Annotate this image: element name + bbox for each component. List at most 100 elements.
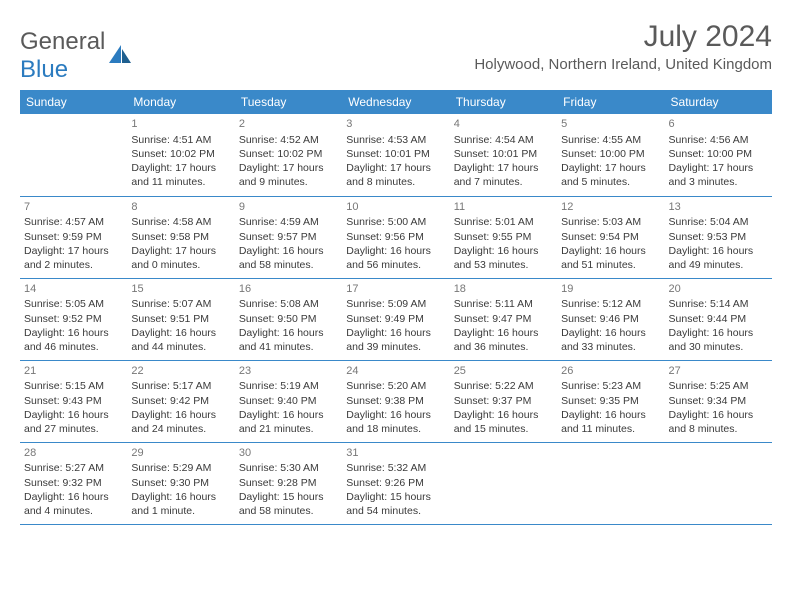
daylight-line: Daylight: 16 hours and 1 minute. — [131, 490, 230, 518]
daylight-line: Daylight: 16 hours and 56 minutes. — [346, 244, 445, 272]
calendar-table: SundayMondayTuesdayWednesdayThursdayFrid… — [20, 90, 772, 525]
daylight-line: Daylight: 17 hours and 5 minutes. — [561, 161, 660, 189]
sunrise-line: Sunrise: 5:27 AM — [24, 461, 123, 475]
sunrise-line: Sunrise: 5:25 AM — [669, 379, 768, 393]
calendar-day-cell: 7Sunrise: 4:57 AMSunset: 9:59 PMDaylight… — [20, 196, 127, 278]
daylight-line: Daylight: 16 hours and 18 minutes. — [346, 408, 445, 436]
sunrise-line: Sunrise: 5:17 AM — [131, 379, 230, 393]
calendar-week-row: 1Sunrise: 4:51 AMSunset: 10:02 PMDayligh… — [20, 114, 772, 196]
calendar-day-cell: 5Sunrise: 4:55 AMSunset: 10:00 PMDayligh… — [557, 114, 664, 196]
sunrise-line: Sunrise: 5:20 AM — [346, 379, 445, 393]
day-number: 6 — [669, 117, 768, 132]
daylight-line: Daylight: 16 hours and 58 minutes. — [239, 244, 338, 272]
calendar-day-cell — [20, 114, 127, 196]
day-number: 12 — [561, 200, 660, 215]
sunrise-line: Sunrise: 5:03 AM — [561, 215, 660, 229]
sunset-line: Sunset: 9:51 PM — [131, 312, 230, 326]
sunrise-line: Sunrise: 5:14 AM — [669, 297, 768, 311]
logo-text-1: General — [20, 28, 105, 55]
sunset-line: Sunset: 9:55 PM — [454, 230, 553, 244]
sunset-line: Sunset: 10:02 PM — [239, 147, 338, 161]
sunset-line: Sunset: 9:32 PM — [24, 476, 123, 490]
day-number: 16 — [239, 282, 338, 297]
logo: GeneralBlue — [20, 20, 133, 84]
sunrise-line: Sunrise: 5:19 AM — [239, 379, 338, 393]
calendar-day-cell: 29Sunrise: 5:29 AMSunset: 9:30 PMDayligh… — [127, 442, 234, 524]
sunrise-line: Sunrise: 4:57 AM — [24, 215, 123, 229]
sunrise-line: Sunrise: 5:22 AM — [454, 379, 553, 393]
sunset-line: Sunset: 9:49 PM — [346, 312, 445, 326]
daylight-line: Daylight: 16 hours and 49 minutes. — [669, 244, 768, 272]
daylight-line: Daylight: 16 hours and 53 minutes. — [454, 244, 553, 272]
day-number: 20 — [669, 282, 768, 297]
sunrise-line: Sunrise: 4:54 AM — [454, 133, 553, 147]
sunset-line: Sunset: 9:58 PM — [131, 230, 230, 244]
sunset-line: Sunset: 9:35 PM — [561, 394, 660, 408]
day-number: 13 — [669, 200, 768, 215]
calendar-day-cell: 28Sunrise: 5:27 AMSunset: 9:32 PMDayligh… — [20, 442, 127, 524]
day-number: 19 — [561, 282, 660, 297]
calendar-day-cell: 24Sunrise: 5:20 AMSunset: 9:38 PMDayligh… — [342, 360, 449, 442]
day-number: 5 — [561, 117, 660, 132]
daylight-line: Daylight: 16 hours and 44 minutes. — [131, 326, 230, 354]
calendar-week-row: 14Sunrise: 5:05 AMSunset: 9:52 PMDayligh… — [20, 278, 772, 360]
sunrise-line: Sunrise: 4:59 AM — [239, 215, 338, 229]
sunset-line: Sunset: 9:50 PM — [239, 312, 338, 326]
day-number: 15 — [131, 282, 230, 297]
daylight-line: Daylight: 16 hours and 24 minutes. — [131, 408, 230, 436]
sunset-line: Sunset: 9:54 PM — [561, 230, 660, 244]
sunset-line: Sunset: 10:00 PM — [669, 147, 768, 161]
daylight-line: Daylight: 16 hours and 8 minutes. — [669, 408, 768, 436]
daylight-line: Daylight: 16 hours and 4 minutes. — [24, 490, 123, 518]
sunset-line: Sunset: 10:01 PM — [454, 147, 553, 161]
day-number: 11 — [454, 200, 553, 215]
daylight-line: Daylight: 16 hours and 39 minutes. — [346, 326, 445, 354]
sunrise-line: Sunrise: 5:07 AM — [131, 297, 230, 311]
calendar-day-cell — [450, 442, 557, 524]
day-number: 14 — [24, 282, 123, 297]
sunrise-line: Sunrise: 5:29 AM — [131, 461, 230, 475]
daylight-line: Daylight: 16 hours and 21 minutes. — [239, 408, 338, 436]
day-number: 7 — [24, 200, 123, 215]
sunset-line: Sunset: 9:37 PM — [454, 394, 553, 408]
weekday-header: Friday — [557, 90, 664, 114]
calendar-day-cell: 27Sunrise: 5:25 AMSunset: 9:34 PMDayligh… — [665, 360, 772, 442]
sunrise-line: Sunrise: 4:56 AM — [669, 133, 768, 147]
daylight-line: Daylight: 16 hours and 51 minutes. — [561, 244, 660, 272]
sunset-line: Sunset: 9:56 PM — [346, 230, 445, 244]
calendar-day-cell — [665, 442, 772, 524]
sunrise-line: Sunrise: 5:11 AM — [454, 297, 553, 311]
day-number: 28 — [24, 446, 123, 461]
sunrise-line: Sunrise: 5:32 AM — [346, 461, 445, 475]
page-title: July 2024 — [474, 20, 772, 54]
weekday-header: Thursday — [450, 90, 557, 114]
day-number: 31 — [346, 446, 445, 461]
calendar-day-cell: 10Sunrise: 5:00 AMSunset: 9:56 PMDayligh… — [342, 196, 449, 278]
calendar-day-cell: 11Sunrise: 5:01 AMSunset: 9:55 PMDayligh… — [450, 196, 557, 278]
sunset-line: Sunset: 10:02 PM — [131, 147, 230, 161]
day-number: 23 — [239, 364, 338, 379]
day-number: 25 — [454, 364, 553, 379]
sunrise-line: Sunrise: 5:30 AM — [239, 461, 338, 475]
calendar-day-cell — [557, 442, 664, 524]
calendar-day-cell: 21Sunrise: 5:15 AMSunset: 9:43 PMDayligh… — [20, 360, 127, 442]
calendar-day-cell: 30Sunrise: 5:30 AMSunset: 9:28 PMDayligh… — [235, 442, 342, 524]
sunrise-line: Sunrise: 4:58 AM — [131, 215, 230, 229]
sunset-line: Sunset: 10:00 PM — [561, 147, 660, 161]
calendar-week-row: 21Sunrise: 5:15 AMSunset: 9:43 PMDayligh… — [20, 360, 772, 442]
sunset-line: Sunset: 9:53 PM — [669, 230, 768, 244]
day-number: 9 — [239, 200, 338, 215]
daylight-line: Daylight: 16 hours and 33 minutes. — [561, 326, 660, 354]
calendar-day-cell: 22Sunrise: 5:17 AMSunset: 9:42 PMDayligh… — [127, 360, 234, 442]
sunset-line: Sunset: 9:34 PM — [669, 394, 768, 408]
calendar-day-cell: 26Sunrise: 5:23 AMSunset: 9:35 PMDayligh… — [557, 360, 664, 442]
calendar-day-cell: 1Sunrise: 4:51 AMSunset: 10:02 PMDayligh… — [127, 114, 234, 196]
sunset-line: Sunset: 9:40 PM — [239, 394, 338, 408]
daylight-line: Daylight: 15 hours and 58 minutes. — [239, 490, 338, 518]
calendar-day-cell: 23Sunrise: 5:19 AMSunset: 9:40 PMDayligh… — [235, 360, 342, 442]
daylight-line: Daylight: 16 hours and 41 minutes. — [239, 326, 338, 354]
calendar-day-cell: 17Sunrise: 5:09 AMSunset: 9:49 PMDayligh… — [342, 278, 449, 360]
calendar-day-cell: 9Sunrise: 4:59 AMSunset: 9:57 PMDaylight… — [235, 196, 342, 278]
calendar-day-cell: 14Sunrise: 5:05 AMSunset: 9:52 PMDayligh… — [20, 278, 127, 360]
weekday-header: Tuesday — [235, 90, 342, 114]
